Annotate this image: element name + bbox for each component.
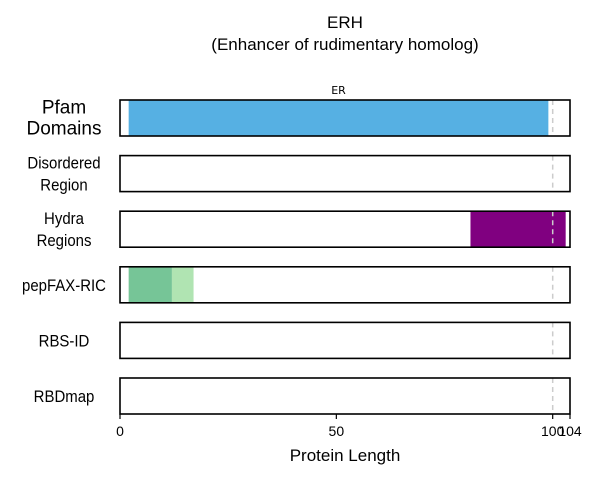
- segment-bar: [470, 211, 566, 248]
- track-frame: [119, 99, 571, 137]
- x-tick-label: 50: [329, 423, 345, 439]
- track-frame: [119, 265, 571, 304]
- x-tick-label: 100: [541, 423, 565, 439]
- chart-subtitle: (Enhancer of rudimentary homolog): [211, 35, 478, 54]
- track-row: ER Pfam Domains: [27, 84, 571, 140]
- x-axis-label: Protein Length: [290, 446, 401, 465]
- track-background: [120, 322, 570, 359]
- row-label: Hydra Regions: [37, 210, 92, 250]
- x-tick-label: 0: [116, 423, 124, 439]
- row-label: Pfam Domains: [27, 98, 102, 140]
- segment-label: ER: [331, 84, 346, 97]
- row-label: Disordered Region: [27, 155, 100, 195]
- segment-bar: [171, 266, 194, 303]
- track-frame: [119, 377, 571, 415]
- track-row: RBS-ID: [39, 321, 571, 360]
- track-row: pepFAX-RIC: [22, 265, 571, 304]
- segment-bar: [128, 266, 172, 303]
- chart-title: ERH: [327, 13, 363, 32]
- track-background: [120, 266, 570, 303]
- row-label: pepFAX-RIC: [22, 277, 106, 295]
- x-tick-label: 104: [558, 423, 582, 439]
- segment-bar: [128, 100, 549, 136]
- row-label: RBDmap: [34, 388, 95, 406]
- track-background: [120, 378, 570, 414]
- track-frame: [119, 210, 571, 248]
- track-frame: [119, 154, 571, 193]
- track-row: RBDmap: [34, 377, 571, 415]
- track-background: [120, 155, 570, 192]
- track-row: Hydra Regions: [37, 210, 571, 250]
- row-label: RBS-ID: [39, 333, 90, 351]
- track-row: Disordered Region: [27, 154, 571, 195]
- track-rows: ER Pfam Domains Disordered Region Hydra Region…: [22, 84, 571, 415]
- track-frame: [119, 321, 571, 360]
